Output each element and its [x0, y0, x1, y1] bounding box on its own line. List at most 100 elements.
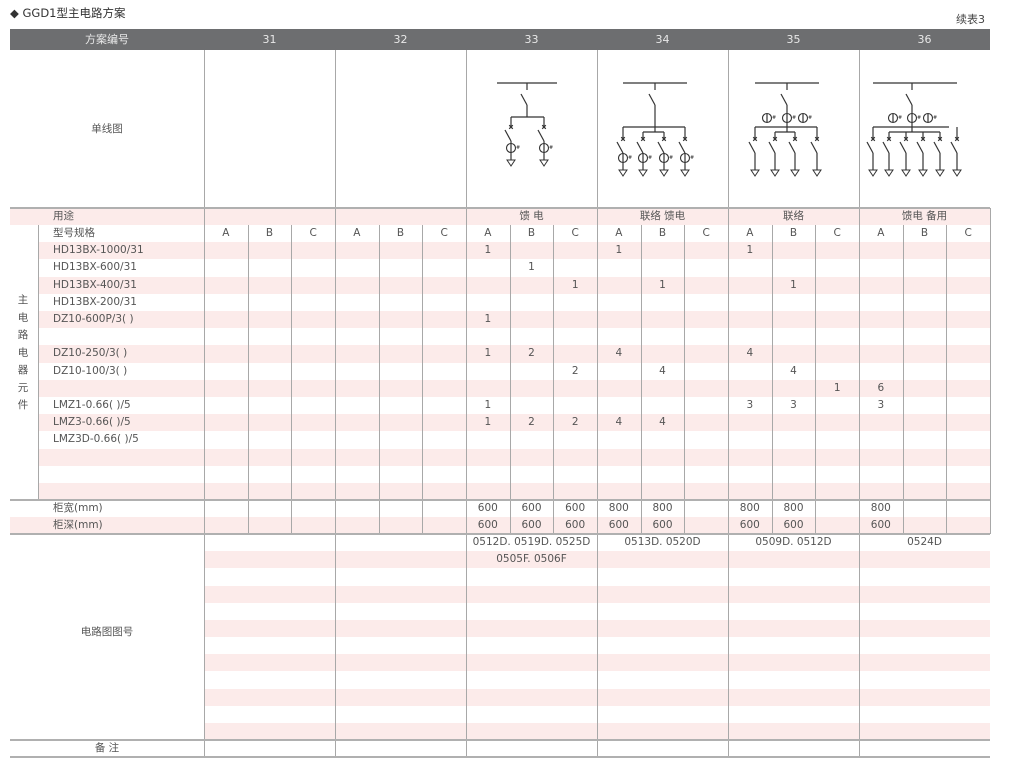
circuit-number: 0512D. 0519D. 0525D	[472, 536, 591, 548]
cabinet_width-label: 柜宽(mm)	[53, 502, 103, 514]
component-qty: 1	[571, 278, 579, 291]
component-qty: 3	[790, 399, 797, 411]
component-name: DZ10-250/3( )	[53, 347, 128, 360]
component-qty: 1	[484, 244, 492, 257]
switch-blade-icon	[788, 141, 796, 154]
switch-blade-icon	[520, 93, 528, 106]
component-qty: 4	[790, 364, 797, 377]
single-line-diagram-36: # # #	[866, 82, 962, 177]
component-name: HD13BX-1000/31	[53, 244, 144, 257]
component-row-stripe	[38, 242, 990, 260]
scheme-divider	[990, 208, 991, 534]
subcolumn-A: A	[615, 227, 623, 239]
svg-text:#: #	[669, 155, 673, 161]
circuit-number: 0524D	[907, 536, 942, 548]
usage-value: 联络 馈电	[639, 210, 686, 222]
switch-blade-icon	[648, 93, 656, 106]
component-qty: 4	[615, 347, 623, 360]
svg-text:#: #	[898, 115, 902, 121]
subcolumn-divider	[640, 225, 642, 534]
circuit-number: 0513D. 0520D	[624, 536, 701, 548]
svg-text:#: #	[516, 145, 520, 151]
spec-label: 型号规格	[53, 227, 95, 239]
subcolumn-divider	[422, 225, 424, 534]
switch-blade-icon	[780, 93, 788, 106]
switch-blade-icon	[657, 141, 665, 154]
horizontal-rule	[10, 207, 990, 209]
component-name	[53, 328, 198, 345]
usage-label: 用途	[53, 210, 74, 222]
load-triangle-icon	[790, 169, 800, 177]
subcolumn-A: A	[877, 227, 885, 239]
usage-value	[204, 208, 335, 225]
component-qty: 2	[571, 416, 579, 429]
cabinet_width-value: 600	[565, 502, 586, 514]
subcolumn-divider	[902, 225, 904, 534]
component-qty: 1	[615, 244, 623, 257]
svg-text:#: #	[917, 115, 921, 121]
cabinet_depth-label: 柜深(mm)	[53, 519, 103, 531]
cabinet_width-value: 600	[477, 502, 498, 514]
subcolumn-C: C	[440, 227, 448, 239]
usage-row	[10, 208, 990, 225]
circuit-number-label: 电路图图号	[80, 626, 134, 638]
load-triangle-icon	[680, 169, 690, 177]
single-line-diagram-33: # #	[497, 82, 557, 167]
subcolumn-divider	[553, 225, 555, 534]
component-name: DZ10-100/3( )	[53, 364, 128, 377]
switch-blade-icon	[882, 141, 890, 154]
cabinet_depth-value: 600	[870, 519, 891, 531]
subcolumn-B: B	[527, 227, 536, 239]
load-triangle-icon	[638, 169, 648, 177]
switch-blade-icon	[768, 141, 776, 154]
component-qty: 1	[484, 416, 492, 429]
header-scheme-32: 32	[335, 29, 466, 50]
horizontal-rule	[10, 533, 990, 535]
usage-value: 馈电 备用	[901, 210, 948, 222]
component-qty: 2	[571, 364, 579, 377]
svg-text:#: #	[792, 115, 796, 121]
subcolumn-B: B	[265, 227, 274, 239]
switch-blade-icon	[748, 141, 756, 154]
svg-text:#: #	[549, 145, 553, 151]
component-qty: 1	[746, 244, 754, 257]
load-triangle-icon	[659, 169, 669, 177]
group-label-char: 电	[17, 311, 29, 324]
cabinet_width-value: 800	[870, 502, 891, 514]
group-label-char: 路	[17, 329, 29, 341]
component-row-stripe	[38, 379, 990, 397]
circuit-number: 0509D. 0512D	[755, 536, 832, 548]
switch-blade-icon	[899, 141, 907, 154]
remarks-label: 备 注	[94, 742, 120, 754]
subcolumn-divider	[771, 225, 773, 534]
subcolumn-divider	[815, 225, 817, 534]
cabinet_depth-value: 600	[521, 519, 542, 531]
cabinet_depth-value: 600	[608, 519, 629, 531]
component-row-stripe	[38, 345, 990, 363]
component-qty: 6	[877, 381, 885, 394]
switch-blade-icon	[950, 141, 958, 154]
component-name	[53, 380, 198, 397]
subcolumn-A: A	[484, 227, 492, 239]
cabinet_depth-value: 600	[477, 519, 498, 531]
component-row-stripe	[38, 414, 990, 432]
usage-value: 馈 电	[519, 210, 544, 222]
component-name: HD13BX-200/31	[53, 295, 137, 308]
subcolumn-C: C	[833, 227, 841, 239]
subcolumn-A: A	[746, 227, 754, 239]
component-row-stripe	[38, 276, 990, 294]
load-triangle-icon	[918, 169, 928, 177]
component-name	[53, 483, 198, 500]
group-label-char: 元	[17, 381, 29, 394]
scheme-divider	[859, 50, 860, 757]
group-label-char: 电	[17, 346, 29, 359]
cabinet_depth-value: 600	[739, 519, 760, 531]
switch-blade-icon	[916, 141, 924, 154]
subcolumn-B: B	[920, 227, 929, 239]
scheme-divider	[204, 50, 205, 757]
component-name	[53, 449, 198, 466]
header-scheme-35: 35	[728, 29, 859, 50]
svg-text:#: #	[933, 115, 937, 121]
component-name: HD13BX-400/31	[53, 278, 137, 291]
switch-blade-icon	[504, 129, 512, 142]
